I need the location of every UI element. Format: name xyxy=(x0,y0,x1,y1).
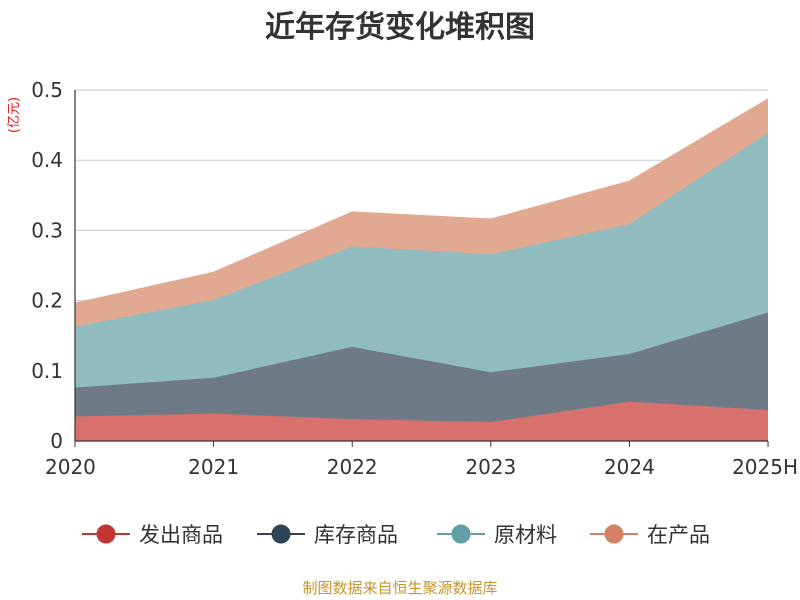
x-tick-label: 2023 xyxy=(465,455,516,479)
legend-item: 在产品 xyxy=(590,523,710,547)
legend-label: 原材料 xyxy=(494,523,557,547)
area-1 xyxy=(75,312,768,422)
legend-label: 在产品 xyxy=(647,523,710,547)
legend-item: 原材料 xyxy=(437,523,557,547)
y-tick-label: 0.2 xyxy=(31,289,63,313)
legend-marker xyxy=(271,524,291,544)
area-3 xyxy=(75,99,768,327)
legend-item: 发出商品 xyxy=(82,523,223,547)
x-tick-label: 2020 xyxy=(45,455,96,479)
axes: 0 0.1 0.2 0.3 0.4 0.5 2020 2021 2022 2023 2024 2025… xyxy=(31,78,798,479)
legend-marker xyxy=(451,524,471,544)
legend-label: 发出商品 xyxy=(139,523,223,547)
y-tick-label: 0.4 xyxy=(31,148,63,172)
area-series xyxy=(74,98,769,441)
legend-item: 库存商品 xyxy=(257,523,398,547)
legend-marker xyxy=(96,524,116,544)
y-tick-label: 0.1 xyxy=(31,359,63,383)
area-2 xyxy=(75,132,768,388)
legend-label: 库存商品 xyxy=(314,523,398,547)
x-tick-label: 2025H xyxy=(732,455,798,479)
y-tick-label: 0.3 xyxy=(31,218,63,242)
x-tick-label: 2021 xyxy=(188,455,239,479)
legend-marker xyxy=(604,524,624,544)
chart-title: 近年存货变化堆积图 xyxy=(265,10,535,45)
y-tick-label: 0 xyxy=(50,429,63,453)
area-edge-3 xyxy=(74,98,769,305)
legend: 发出商品 库存商品 原材料 在产品 xyxy=(82,523,710,547)
x-tick-label: 2022 xyxy=(327,455,378,479)
source-note: 制图数据来自恒生聚源数据库 xyxy=(302,579,497,597)
y-tick-label: 0.5 xyxy=(31,78,63,102)
y-axis-unit: (亿元) xyxy=(7,97,22,133)
x-tick-label: 2024 xyxy=(604,455,655,479)
